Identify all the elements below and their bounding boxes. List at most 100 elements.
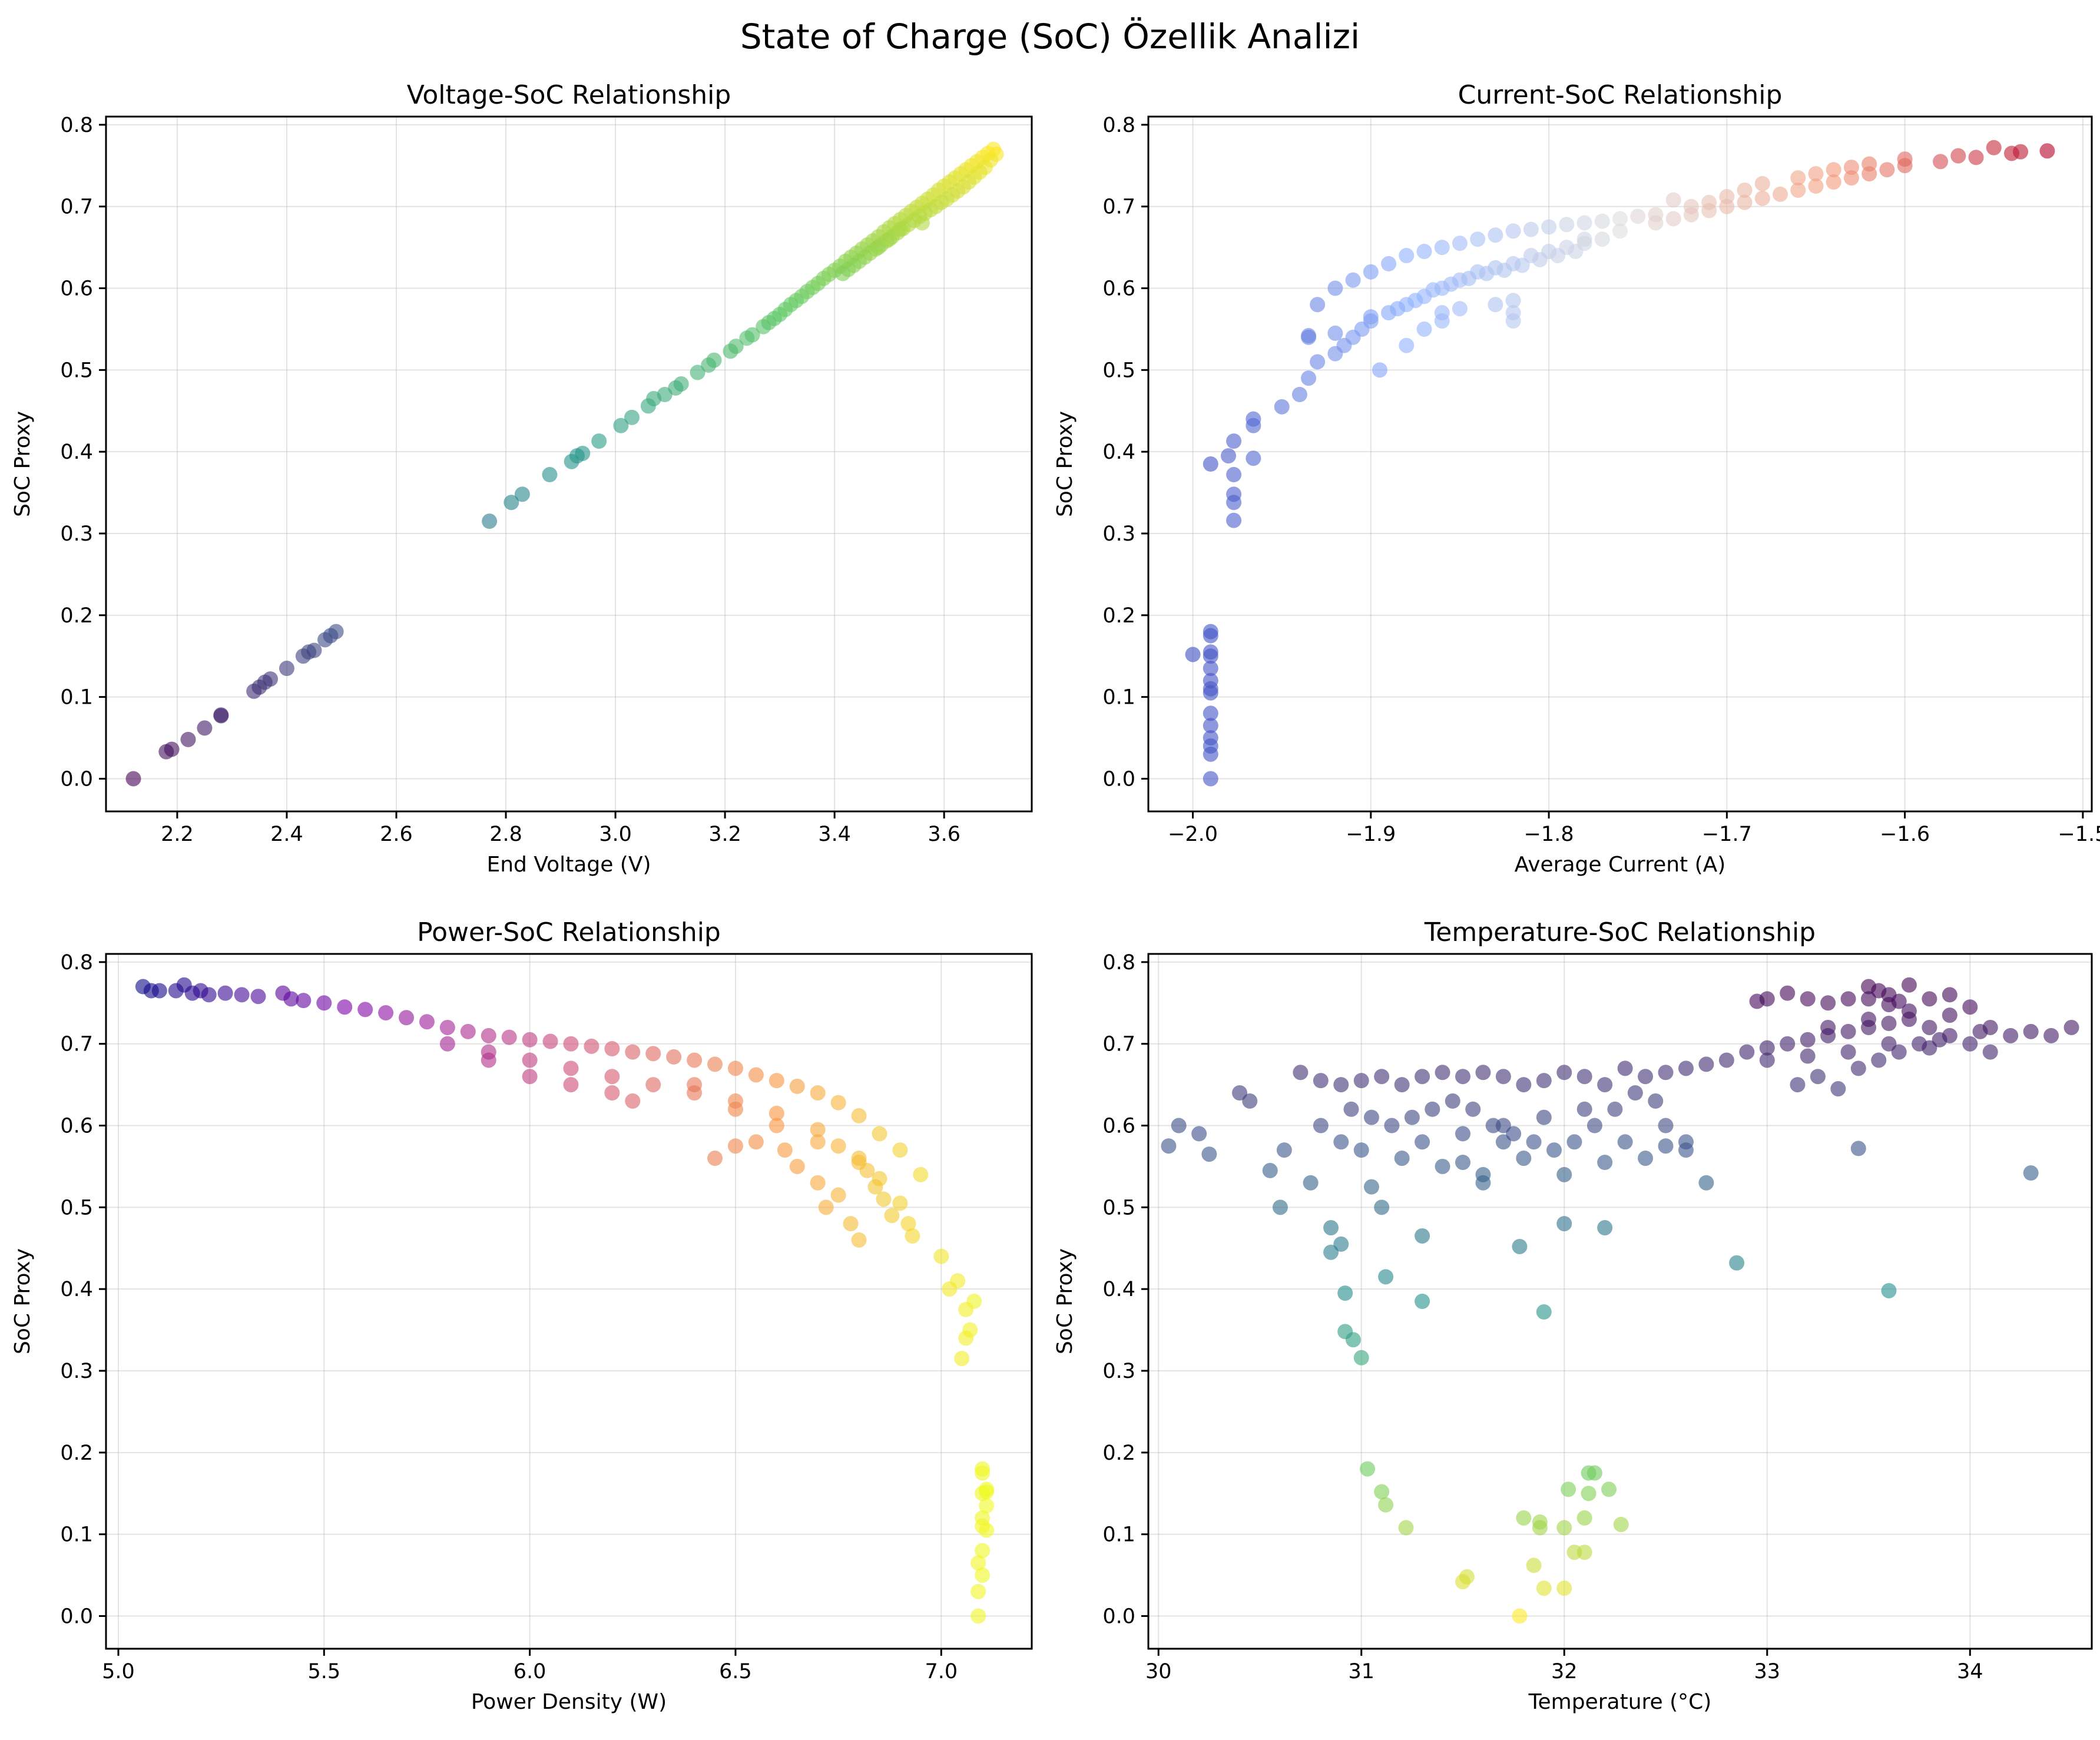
x-tick-label: 5.0 bbox=[102, 1660, 135, 1683]
data-point bbox=[1226, 433, 1242, 449]
x-axis-label: End Voltage (V) bbox=[486, 853, 651, 877]
data-point bbox=[1488, 227, 1503, 243]
data-point bbox=[1576, 1069, 1592, 1085]
data-point bbox=[673, 376, 689, 392]
data-point bbox=[882, 231, 897, 247]
data-point bbox=[1658, 1118, 1674, 1134]
data-point bbox=[1434, 305, 1450, 321]
data-point bbox=[1333, 1077, 1349, 1093]
x-tick-label: 33 bbox=[1754, 1660, 1781, 1683]
data-point bbox=[1665, 192, 1681, 208]
data-point bbox=[970, 1583, 986, 1599]
data-point bbox=[1780, 985, 1796, 1001]
data-point bbox=[2043, 1028, 2059, 1043]
data-point bbox=[1850, 1141, 1866, 1156]
data-point bbox=[1576, 1510, 1592, 1526]
data-point bbox=[1353, 1073, 1369, 1089]
data-point bbox=[1435, 1158, 1450, 1174]
data-point bbox=[1203, 456, 1218, 472]
data-point bbox=[979, 1484, 995, 1500]
data-point bbox=[279, 661, 294, 677]
data-point bbox=[1617, 1134, 1633, 1150]
data-point bbox=[1678, 1060, 1694, 1076]
data-point bbox=[1627, 1085, 1643, 1101]
data-point bbox=[306, 642, 322, 658]
y-tick-label: 0.0 bbox=[60, 767, 93, 791]
y-tick-label: 0.2 bbox=[60, 1441, 93, 1465]
data-point bbox=[1962, 1036, 1978, 1052]
data-point bbox=[1658, 1065, 1674, 1081]
axes-frame bbox=[1147, 115, 2093, 813]
data-point bbox=[1203, 730, 1218, 746]
data-point bbox=[1648, 1093, 1664, 1109]
data-point bbox=[197, 720, 213, 736]
data-point bbox=[687, 1077, 703, 1093]
x-tick-label: 2.2 bbox=[161, 823, 194, 846]
scatter-points bbox=[1185, 140, 2055, 787]
data-point bbox=[1171, 1118, 1187, 1134]
data-point bbox=[1310, 297, 1326, 313]
data-point bbox=[296, 993, 312, 1009]
x-tick-label: 3.2 bbox=[708, 823, 741, 846]
data-point bbox=[1630, 208, 1646, 224]
y-tick-label: 0.2 bbox=[60, 604, 93, 628]
data-point bbox=[357, 1002, 373, 1018]
data-point bbox=[1323, 1244, 1339, 1260]
data-point bbox=[1505, 313, 1521, 329]
data-point bbox=[1384, 1118, 1400, 1134]
data-point bbox=[125, 771, 141, 787]
data-point bbox=[1313, 1073, 1329, 1089]
data-point bbox=[1343, 1101, 1359, 1117]
data-point bbox=[1546, 1142, 1562, 1158]
data-point bbox=[810, 1134, 826, 1150]
data-point bbox=[1435, 1065, 1450, 1081]
data-point bbox=[1922, 991, 1937, 1007]
y-axis-label: SoC Proxy bbox=[11, 411, 35, 517]
data-point bbox=[979, 1498, 995, 1514]
data-point bbox=[1496, 262, 1512, 278]
data-point bbox=[1638, 1151, 1654, 1166]
data-point bbox=[1191, 1126, 1207, 1142]
data-point bbox=[1739, 1044, 1755, 1060]
data-point bbox=[1597, 1220, 1613, 1236]
data-point bbox=[1759, 1052, 1775, 1068]
data-point bbox=[1617, 1060, 1633, 1076]
data-point bbox=[1933, 154, 1949, 170]
data-point bbox=[1861, 991, 1877, 1007]
data-point bbox=[645, 1046, 661, 1062]
data-point bbox=[1495, 1118, 1511, 1134]
data-point bbox=[522, 1052, 538, 1068]
data-point bbox=[975, 1510, 991, 1526]
data-point bbox=[892, 1142, 908, 1158]
data-point bbox=[1310, 354, 1326, 370]
data-point bbox=[2023, 1165, 2039, 1181]
data-point bbox=[1226, 512, 1242, 528]
data-point bbox=[1612, 223, 1628, 239]
data-point bbox=[316, 995, 332, 1011]
data-point bbox=[1201, 1146, 1217, 1162]
data-point bbox=[769, 1073, 784, 1089]
data-point bbox=[1780, 1036, 1796, 1052]
y-tick-label: 0.6 bbox=[60, 1115, 93, 1138]
data-point bbox=[727, 1101, 743, 1117]
data-point bbox=[1327, 280, 1343, 296]
data-point bbox=[970, 1555, 986, 1571]
data-point bbox=[1790, 1077, 1806, 1093]
data-point bbox=[481, 1052, 496, 1068]
data-point bbox=[1826, 162, 1841, 178]
data-point bbox=[1272, 1199, 1288, 1215]
x-tick-label: 7.0 bbox=[925, 1660, 958, 1683]
data-point bbox=[1737, 194, 1753, 210]
data-point bbox=[1536, 1073, 1552, 1089]
data-point bbox=[1203, 644, 1218, 660]
data-point bbox=[1568, 244, 1584, 260]
data-point bbox=[1718, 1052, 1734, 1068]
data-point bbox=[851, 1232, 867, 1248]
data-point bbox=[958, 1330, 974, 1346]
data-point bbox=[1942, 987, 1957, 1003]
data-point bbox=[1729, 1255, 1745, 1271]
voltage-soc-chart: 2.2 2.4 2.6 2.8 3.0 3.2 3.4 3.6 0.0 0.1 0.2 0.3 0.4 0… bbox=[11, 80, 1033, 877]
data-point bbox=[1879, 162, 1895, 178]
data-point bbox=[1601, 1482, 1617, 1497]
data-point bbox=[892, 221, 908, 237]
